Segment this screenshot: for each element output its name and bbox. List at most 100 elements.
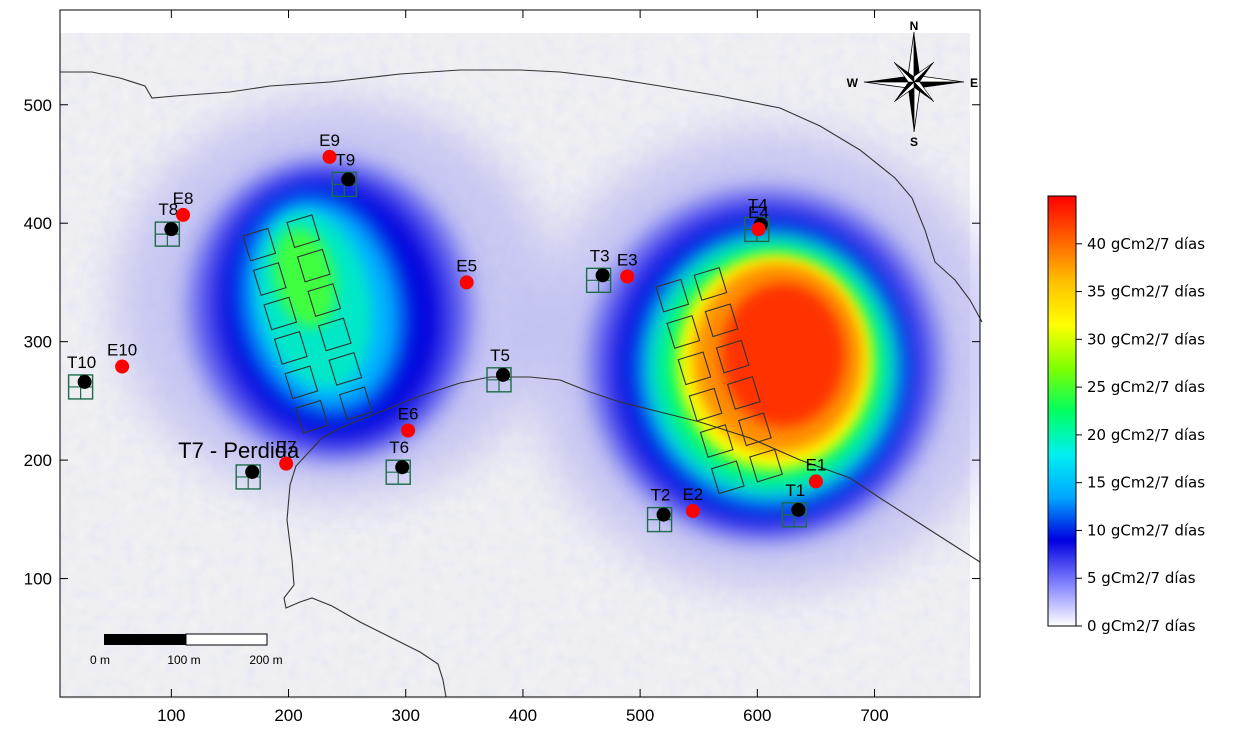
station-markers: E1 E2 E3 E4 E5 E6 E7 E8 E9 E10 xyxy=(107,131,827,519)
source-cell xyxy=(655,278,690,313)
trap-label: T10 xyxy=(67,353,96,372)
south-road-line xyxy=(283,484,447,698)
trap-label: T7 - Perdida xyxy=(178,438,300,463)
station-dot xyxy=(401,423,416,438)
station-marker-e8: E8 xyxy=(173,189,193,222)
trap-dot xyxy=(395,460,410,475)
station-label: E2 xyxy=(682,485,703,504)
source-cell xyxy=(307,283,342,317)
north-boundary-line xyxy=(60,69,983,323)
legend-label: 35 gCm2/7 días xyxy=(1087,283,1205,301)
station-marker-e4: E4 xyxy=(748,203,769,237)
legend-labels: 40 gCm2/7 días 35 gCm2/7 días 30 gCm2/7 dí… xyxy=(1076,235,1205,635)
station-dot xyxy=(685,504,700,519)
x-tick-label: 600 xyxy=(743,706,771,725)
trap-marker-t5: T5 xyxy=(486,346,512,393)
station-label: E9 xyxy=(319,131,340,150)
x-axis: 100 200 300 400 500 600 700 xyxy=(157,10,889,725)
trap-dot xyxy=(341,172,356,187)
source-cell xyxy=(666,315,701,349)
station-marker-e7: E7 xyxy=(276,438,297,471)
scale-label-200: 200 m xyxy=(249,653,282,667)
station-marker-e9: E9 xyxy=(319,131,340,164)
station-label: E1 xyxy=(806,455,827,474)
heatmap-plume-west xyxy=(115,100,555,500)
station-dot xyxy=(620,269,635,284)
trap-marker-t8: T8 xyxy=(154,200,181,247)
source-cell xyxy=(284,365,319,400)
source-grid-east xyxy=(655,267,783,495)
trap-dot xyxy=(656,507,671,522)
site-boundaries xyxy=(60,69,983,698)
y-axis: 100 200 300 400 500 xyxy=(24,96,980,589)
trap-label: T1 xyxy=(785,481,805,500)
source-cell xyxy=(286,214,321,249)
plot-frame xyxy=(59,9,981,698)
legend-color-bar xyxy=(1047,195,1077,627)
compass-diagonal xyxy=(893,61,915,83)
scale-label-0: 0 m xyxy=(90,653,110,667)
source-cell xyxy=(688,387,723,422)
trap-label: T6 xyxy=(389,438,409,457)
source-cell xyxy=(252,262,287,296)
compass-point-east xyxy=(914,82,964,88)
source-cell xyxy=(710,460,745,495)
source-cell xyxy=(677,351,712,386)
station-marker-e5: E5 xyxy=(456,256,477,290)
station-dot xyxy=(279,456,294,471)
trap-label: T4 xyxy=(748,195,768,214)
compass-point-west xyxy=(864,76,914,82)
compass-diagonals xyxy=(893,61,935,103)
trap-dot xyxy=(595,268,610,283)
y-tick-label: 400 xyxy=(24,214,52,233)
trap-dot xyxy=(245,464,260,479)
trap-marker-t10: T10 xyxy=(67,353,96,400)
north-arrow-compass: N S E W xyxy=(847,19,978,149)
compass-north-label: N xyxy=(910,19,919,33)
trap-marker-t7: T7 - Perdida xyxy=(178,438,300,490)
heatmap-plume-east xyxy=(530,130,980,590)
compass-diagonal xyxy=(913,81,935,103)
station-dot xyxy=(115,359,130,374)
station-dot xyxy=(808,474,823,489)
x-tick-label: 400 xyxy=(509,706,537,725)
deposition-heatmap xyxy=(60,33,980,697)
compass-south-label: S xyxy=(910,135,918,149)
trap-label: T2 xyxy=(651,486,671,505)
source-cell xyxy=(317,317,352,352)
source-cell xyxy=(693,267,728,301)
x-tick-label: 100 xyxy=(157,706,185,725)
source-cell xyxy=(242,227,277,262)
source-cell xyxy=(699,424,734,458)
station-label: E10 xyxy=(107,341,137,360)
station-label: E4 xyxy=(748,203,769,222)
trap-dot xyxy=(164,222,179,237)
station-label: E5 xyxy=(456,256,477,275)
station-marker-e10: E10 xyxy=(107,341,137,374)
station-marker-e6: E6 xyxy=(398,404,418,438)
x-tick-label: 700 xyxy=(860,706,888,725)
source-cell xyxy=(296,248,331,283)
trap-markers: T1 T2 T3 T4 T5 T6 T7 - Perdida T8 T9 T10 xyxy=(67,150,808,533)
trap-marker-t9: T9 xyxy=(331,150,358,198)
trap-label: T9 xyxy=(335,150,355,169)
legend-label: 5 gCm2/7 días xyxy=(1087,569,1196,587)
station-dot xyxy=(751,222,766,237)
compass-point-south xyxy=(908,82,914,132)
scale-bar-white-segment xyxy=(185,633,268,646)
source-cell xyxy=(704,303,739,338)
trap-label: T8 xyxy=(158,200,178,219)
trap-marker-t1: T1 xyxy=(781,481,808,528)
central-road-line xyxy=(289,376,981,563)
emission-source-grids xyxy=(242,214,783,495)
compass-east-label: E xyxy=(970,76,978,90)
y-tick-label: 300 xyxy=(24,333,52,352)
x-tick-label: 200 xyxy=(274,706,302,725)
station-marker-e2: E2 xyxy=(682,485,703,519)
y-tick-label: 500 xyxy=(24,96,52,115)
trap-label: T5 xyxy=(490,346,510,365)
trap-marker-t6: T6 xyxy=(385,438,411,485)
source-cell xyxy=(294,399,329,434)
trap-marker-t2: T2 xyxy=(646,486,673,533)
